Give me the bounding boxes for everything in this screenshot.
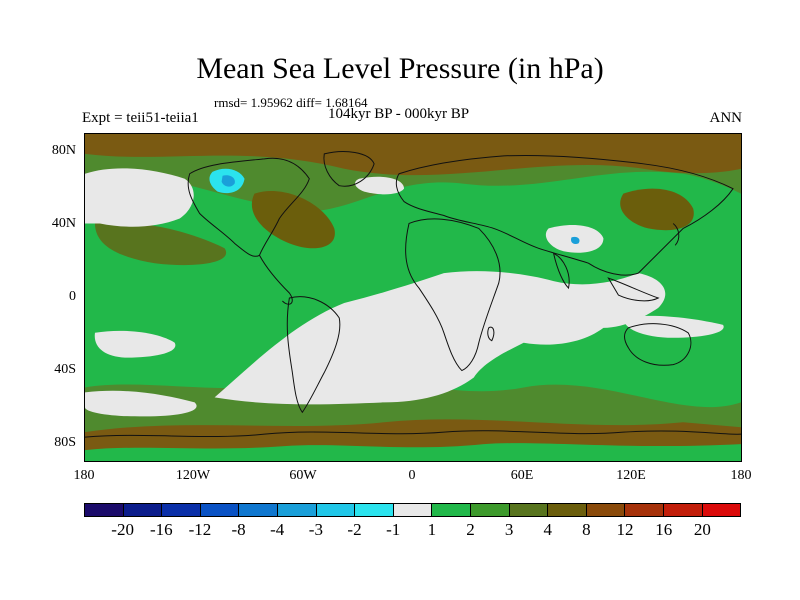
colorbar-label: -4 xyxy=(270,520,285,539)
lon-label: 180 xyxy=(730,468,752,483)
colorbar xyxy=(84,503,741,517)
colorbar-label: -20 xyxy=(111,520,134,539)
lon-label: 60W xyxy=(289,468,317,483)
colorbar-label: 8 xyxy=(582,520,591,539)
period-label: 104kyr BP - 000kyr BP xyxy=(328,106,470,122)
field-strong-patch xyxy=(251,191,335,249)
colorbar-label: -2 xyxy=(347,520,362,539)
colorbar-label: 1 xyxy=(427,520,437,539)
lon-label: 60E xyxy=(510,468,534,483)
season-label: ANN xyxy=(709,110,743,126)
lat-label: 80S xyxy=(54,435,76,450)
stats-label: rmsd= 1.95962 diff= 1.68164 xyxy=(214,95,368,110)
colorbar-cell xyxy=(663,504,703,516)
colorbar-cell xyxy=(162,504,201,516)
colorbar-cell xyxy=(509,504,549,516)
colorbar-label: 3 xyxy=(504,520,514,539)
pressure-map xyxy=(84,133,742,462)
colorbar-label: 2 xyxy=(466,520,475,539)
colorbar-cell xyxy=(277,504,317,516)
lon-label: 120E xyxy=(616,468,646,483)
field-strong-patch xyxy=(620,188,694,231)
colorbar-cell xyxy=(625,504,664,516)
colorbar-label: -16 xyxy=(149,520,173,539)
colorbar-cell xyxy=(432,504,471,516)
colorbar-cell xyxy=(85,504,124,516)
colorbar-cell xyxy=(393,504,433,516)
colorbar-label: 4 xyxy=(543,520,553,539)
field-negative-strong xyxy=(221,175,235,187)
colorbar-label: 12 xyxy=(616,520,634,539)
lon-label: 180 xyxy=(73,468,95,483)
lat-label: 0 xyxy=(69,289,76,304)
field-neutral xyxy=(94,330,176,358)
field-neutral xyxy=(85,390,197,417)
colorbar-cell xyxy=(702,504,741,516)
colorbar-label: 20 xyxy=(693,520,711,539)
colorbar-cell xyxy=(200,504,240,516)
field-mid-patch xyxy=(94,222,227,266)
colorbar-label: -3 xyxy=(308,520,323,539)
colorbar-label: -1 xyxy=(386,520,401,539)
field-neutral xyxy=(355,176,405,195)
coastlines xyxy=(85,151,741,438)
field-neutral xyxy=(623,315,724,338)
field-neutral xyxy=(214,271,666,405)
colorbar-cell xyxy=(586,504,626,516)
map-title: Mean Sea Level Pressure (in hPa) xyxy=(196,52,604,85)
field-negative xyxy=(570,236,580,244)
colorbar-cell xyxy=(470,504,510,516)
lon-label: 120W xyxy=(175,468,211,483)
lat-label: 40N xyxy=(51,216,76,231)
colorbar-cell xyxy=(316,504,356,516)
colorbar-cell xyxy=(548,504,587,516)
colorbar-cell xyxy=(355,504,394,516)
colorbar-cell xyxy=(239,504,278,516)
colorbar-label: 16 xyxy=(655,520,673,539)
field-neutral xyxy=(85,168,194,227)
colorbar-cell xyxy=(123,504,163,516)
experiment-label: Expt = teii51-teiia1 xyxy=(82,110,199,126)
colorbar-label: -8 xyxy=(231,520,246,539)
colorbar-label: -12 xyxy=(188,520,212,539)
lat-label: 40S xyxy=(54,362,76,377)
lon-label: 0 xyxy=(408,468,416,483)
field-weak-south xyxy=(85,443,741,461)
lat-label: 80N xyxy=(51,143,76,158)
